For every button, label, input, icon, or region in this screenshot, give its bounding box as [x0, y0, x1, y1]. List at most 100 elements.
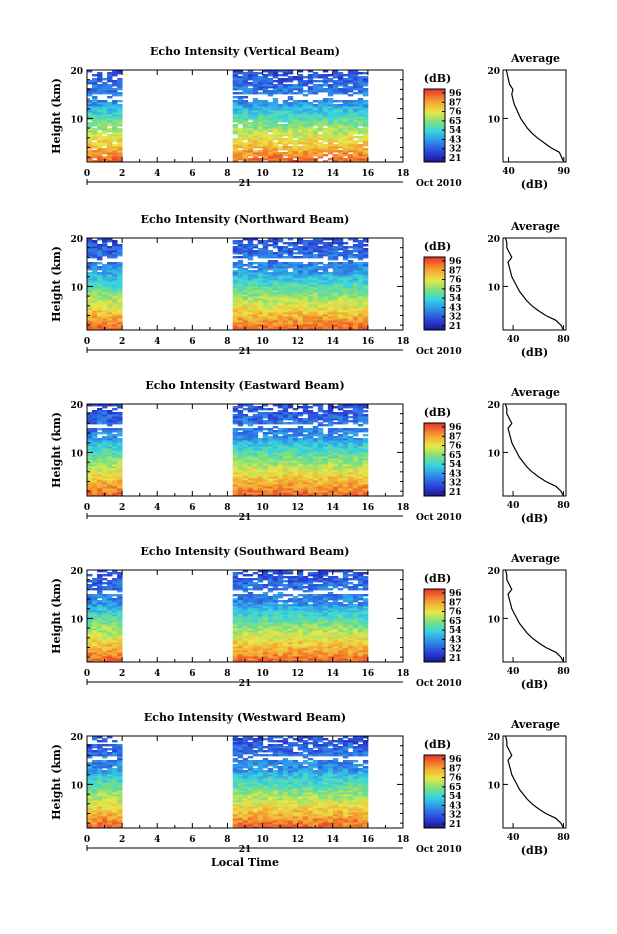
heatmap-cell — [338, 434, 343, 436]
heatmap-cells — [87, 404, 368, 496]
heatmap-cell — [248, 262, 253, 264]
heatmap-cell — [333, 406, 338, 408]
heatmap-cell — [318, 266, 323, 268]
heatmap-cell — [333, 422, 338, 424]
heatmap-cell — [243, 72, 248, 74]
heatmap-cell — [278, 78, 283, 80]
heatmap-cell — [258, 262, 263, 264]
panel-title: Echo Intensity (Southward Beam) — [141, 545, 350, 558]
heatmap-cell — [117, 244, 122, 246]
x-tick-label: 10 — [256, 337, 269, 347]
heatmap-cell — [343, 100, 348, 102]
heatmap-cell — [298, 246, 303, 248]
heatmap-cell — [278, 246, 283, 248]
profile-x-tick-label: 40 — [502, 167, 515, 177]
panel-title: Echo Intensity (Vertical Beam) — [150, 45, 340, 58]
profile-frame — [503, 238, 566, 330]
heatmap-cell — [288, 412, 293, 414]
y-tick-label: 10 — [70, 283, 83, 293]
profile-frame — [503, 70, 566, 162]
heatmap-cells — [87, 570, 368, 662]
heatmap-cell — [293, 262, 298, 264]
heatmap-cell — [273, 426, 278, 428]
profile-y-tick-label: 20 — [487, 235, 500, 245]
heatmap-cell — [338, 88, 343, 90]
heatmap-cell — [323, 88, 328, 90]
heatmap-cell — [338, 428, 343, 430]
heatmap-cell — [238, 128, 243, 130]
heatmap-cell — [308, 240, 313, 242]
heatmap-cell — [238, 260, 243, 262]
heatmap-cell — [92, 594, 97, 596]
heatmap-cell — [328, 428, 333, 430]
heatmap-cell — [112, 598, 117, 600]
colorbar-tick-label: 21 — [449, 322, 462, 332]
heatmap-cell — [97, 132, 102, 134]
heatmap-cell — [92, 578, 97, 580]
heatmap-cell — [298, 146, 303, 148]
x-tick-label: 18 — [397, 169, 410, 179]
heatmap-cell — [248, 88, 253, 90]
heatmap-cell — [248, 122, 253, 124]
heatmap-cell — [117, 100, 122, 102]
heatmap-cell — [288, 242, 293, 244]
heatmap-cell — [263, 240, 268, 242]
heatmap-cell — [348, 410, 353, 412]
heatmap-cell — [97, 574, 102, 576]
x-tick-label: 0 — [84, 503, 90, 513]
heatmap-cell — [363, 414, 368, 416]
heatmap-cell — [117, 104, 122, 106]
heatmap-cell — [338, 252, 343, 254]
heatmap-cell — [338, 262, 343, 264]
heatmap-cell — [318, 414, 323, 416]
heatmap-cell — [298, 262, 303, 264]
heatmap-cell — [328, 262, 333, 264]
heatmap-cell — [273, 80, 278, 82]
heatmap-cell — [117, 428, 122, 430]
heatmap-cell — [333, 436, 338, 438]
heatmap-cell — [323, 424, 328, 426]
heatmap-cell — [308, 86, 313, 88]
heatmap-cell — [273, 260, 278, 262]
panel-title: Echo Intensity (Eastward Beam) — [145, 379, 344, 392]
heatmap-cell — [333, 428, 338, 430]
heatmap-cell — [303, 428, 308, 430]
heatmap-cell — [303, 90, 308, 92]
heatmap-cell — [273, 98, 278, 100]
profile-x-tick-label: 40 — [507, 501, 520, 511]
heatmap-cell — [102, 136, 107, 138]
heatmap-cell — [107, 572, 112, 574]
heatmap-cell — [358, 438, 363, 440]
colorbar-label: (dB) — [424, 72, 451, 85]
heatmap-cell — [102, 100, 107, 102]
heatmap-cell — [263, 100, 268, 102]
heatmap-cell — [293, 140, 298, 142]
heatmap-cell — [318, 142, 323, 144]
heatmap-cell — [263, 262, 268, 264]
heatmap-cell — [278, 428, 283, 430]
profile-x-tick-label: 80 — [557, 501, 570, 511]
heatmap-cell — [233, 100, 238, 102]
heatmap-cell — [343, 78, 348, 80]
heatmap-cell — [323, 410, 328, 412]
heatmap-cell — [303, 240, 308, 242]
heatmap-cells — [87, 70, 368, 162]
x-tick-label: 2 — [119, 169, 125, 179]
heatmap-cell — [323, 434, 328, 436]
profile-title: Average — [510, 386, 560, 399]
heatmap-cell — [248, 416, 253, 418]
heatmap-cell — [117, 412, 122, 414]
heatmap-cell — [328, 78, 333, 80]
heatmap-cell — [243, 414, 248, 416]
heatmap-cell — [348, 436, 353, 438]
heatmap-cell — [117, 438, 122, 440]
heatmap-cell — [87, 272, 92, 274]
heatmap-cell — [97, 438, 102, 440]
heatmap-cell — [243, 268, 248, 270]
profile-x-tick-label: 90 — [558, 167, 571, 177]
heatmap-cell — [363, 76, 368, 78]
